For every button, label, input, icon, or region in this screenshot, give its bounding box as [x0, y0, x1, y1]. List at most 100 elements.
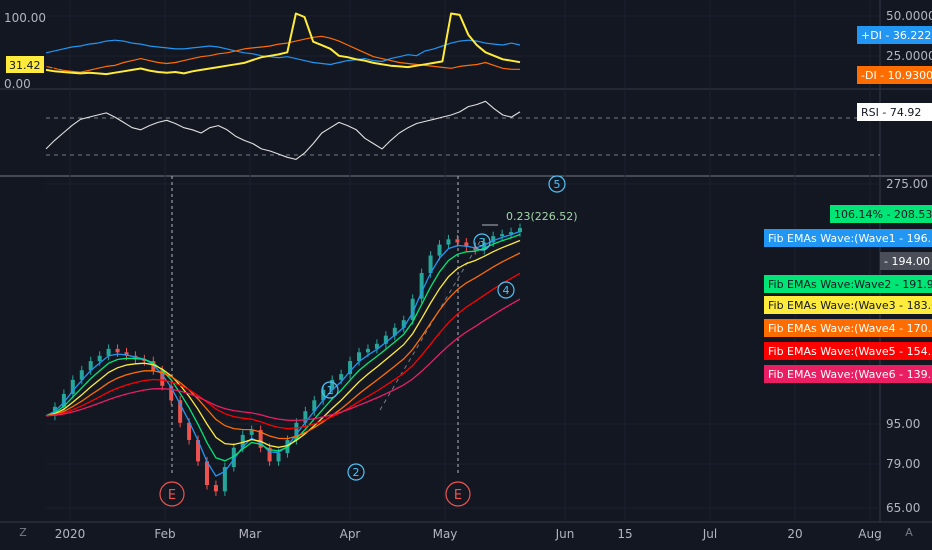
price-candle-body [276, 453, 281, 462]
wave-marker-label: 4 [503, 284, 510, 297]
target-annotation: 0.23(226.52) [506, 210, 578, 223]
price-candle-body [500, 234, 505, 237]
price-candle-body [124, 352, 129, 356]
event-marker-label: E [168, 488, 176, 503]
value-tag-label: RSI - 74.92 [861, 106, 921, 119]
price-candle-body [169, 385, 174, 401]
ema-tag-bg [764, 365, 932, 383]
ema-tag-bg [764, 296, 932, 314]
wave-marker-label: 5 [554, 178, 561, 191]
event-marker-circle [159, 481, 185, 507]
hv-tag-bg [6, 56, 44, 73]
x-tick-label: Mar [239, 527, 262, 541]
x-tick-label: Jul [702, 527, 717, 541]
price-candle-body [61, 393, 66, 407]
wave-marker-circle [497, 281, 515, 299]
y-tick-label: 275.00 [886, 177, 928, 191]
y-tick-label: 65.00 [886, 501, 920, 515]
wave-marker-label: 1 [327, 384, 334, 397]
wave-marker-circle [548, 175, 566, 193]
price-candle-body [178, 400, 183, 423]
price-candle-body [196, 439, 201, 462]
ema-line-wave5 [45, 272, 521, 430]
wave-marker-label: 3 [479, 236, 486, 249]
percent-tag-bg [830, 205, 932, 223]
price-candle-body [491, 236, 496, 243]
value-tag-bg [857, 26, 932, 44]
wave-marker-circle [321, 381, 339, 399]
price-candle-body [401, 320, 406, 328]
ema-tag-bg [764, 275, 932, 293]
price-candle-body [428, 255, 433, 274]
timezone-button[interactable]: Z [19, 526, 27, 539]
x-tick-label: Aug [858, 527, 881, 541]
price-candle-body [106, 348, 111, 356]
price-candle-body [330, 379, 335, 390]
y-tick-label: 95.00 [886, 417, 920, 431]
price-candle-body [392, 327, 397, 336]
last-price-bg [880, 252, 932, 270]
price-candle-body [294, 422, 299, 440]
x-tick-label: 15 [617, 527, 632, 541]
price-candle-body [365, 348, 370, 353]
price-candle-body [258, 429, 263, 448]
ema-tag-label: Fib EMAs Wave:(Wave5 - 154.20 [768, 345, 932, 358]
ema-line-wave4 [45, 252, 521, 440]
event-marker-circle [445, 481, 471, 507]
price-candle-body [303, 411, 308, 423]
series-line-di [45, 35, 520, 73]
ema-tag-label: Fib EMAs Wave:(Wave4 - 170.34 [768, 322, 932, 335]
ema-tag-label: Fib EMAs Wave:Wave2 - 191.90 [768, 278, 932, 291]
ema-tag-label: Fib EMAs Wave:(Wave6 - 139.19 [768, 368, 932, 381]
x-tick-label: 20 [787, 527, 802, 541]
price-candle-body [383, 335, 388, 344]
ema-tag-label: Fib EMAs Wave:(Wave3 - 183.61 [768, 299, 932, 312]
marks [45, 12, 566, 507]
x-tick-label: May [433, 527, 458, 541]
x-tick-label: 2020 [55, 527, 86, 541]
price-candle-body [160, 370, 165, 386]
price-candle-body [142, 359, 147, 362]
ema-tag-bg [764, 319, 932, 337]
labels: 2020 Feb Mar Apr May Jun 15 Jul 20 Aug50.000025.0… [4, 9, 932, 541]
price-candle-body [222, 467, 227, 492]
percent-tag-label: 106.14% - 208.53 [834, 208, 932, 221]
wave-marker-circle [473, 233, 491, 251]
ema-tag-bg [764, 342, 932, 360]
price-candle-body [410, 298, 415, 321]
price-candle-body [240, 434, 245, 448]
price-candle-body [374, 343, 379, 349]
ema-tag-label: Fib EMAs Wave:(Wave1 - 196.39 [768, 232, 932, 245]
value-tag-label: -DI - 10.9300 [861, 69, 932, 82]
grid [0, 0, 932, 523]
price-candle-body [88, 361, 93, 371]
ema-line-wave3 [45, 239, 521, 448]
series-line-hv [45, 12, 521, 76]
price-candle-body [437, 244, 442, 256]
price-candle-body [115, 348, 120, 353]
price-candle-body [70, 379, 75, 394]
hv-tag-label: 31.42 - HV [9, 59, 68, 72]
value-tag-bg [857, 103, 932, 121]
price-candle-body [187, 422, 192, 440]
value-tag-bg [857, 66, 932, 84]
price-candle-body [213, 485, 218, 492]
value-tag-label: +DI - 36.2221 [861, 29, 932, 42]
left-tick-label: 100.00 [4, 11, 46, 25]
auto-scale-button[interactable]: A [905, 526, 913, 539]
last-price-label: - 194.00 [884, 255, 930, 268]
left-tick-label: 0.00 [4, 77, 31, 91]
price-candle-body [509, 232, 514, 235]
price-candle-body [339, 374, 344, 380]
price-candle-body [249, 429, 254, 435]
price-candle-body [79, 370, 84, 380]
wave-marker-label: 2 [353, 466, 360, 479]
price-candle-body [357, 352, 362, 362]
price-candle-body [464, 242, 469, 247]
y-tick-label: 79.00 [886, 457, 920, 471]
y-tick-label: 50.0000 [886, 9, 932, 23]
series-line-rsi [45, 100, 521, 160]
ema-line-wave6 [45, 298, 521, 422]
price-candle-body [455, 239, 460, 243]
